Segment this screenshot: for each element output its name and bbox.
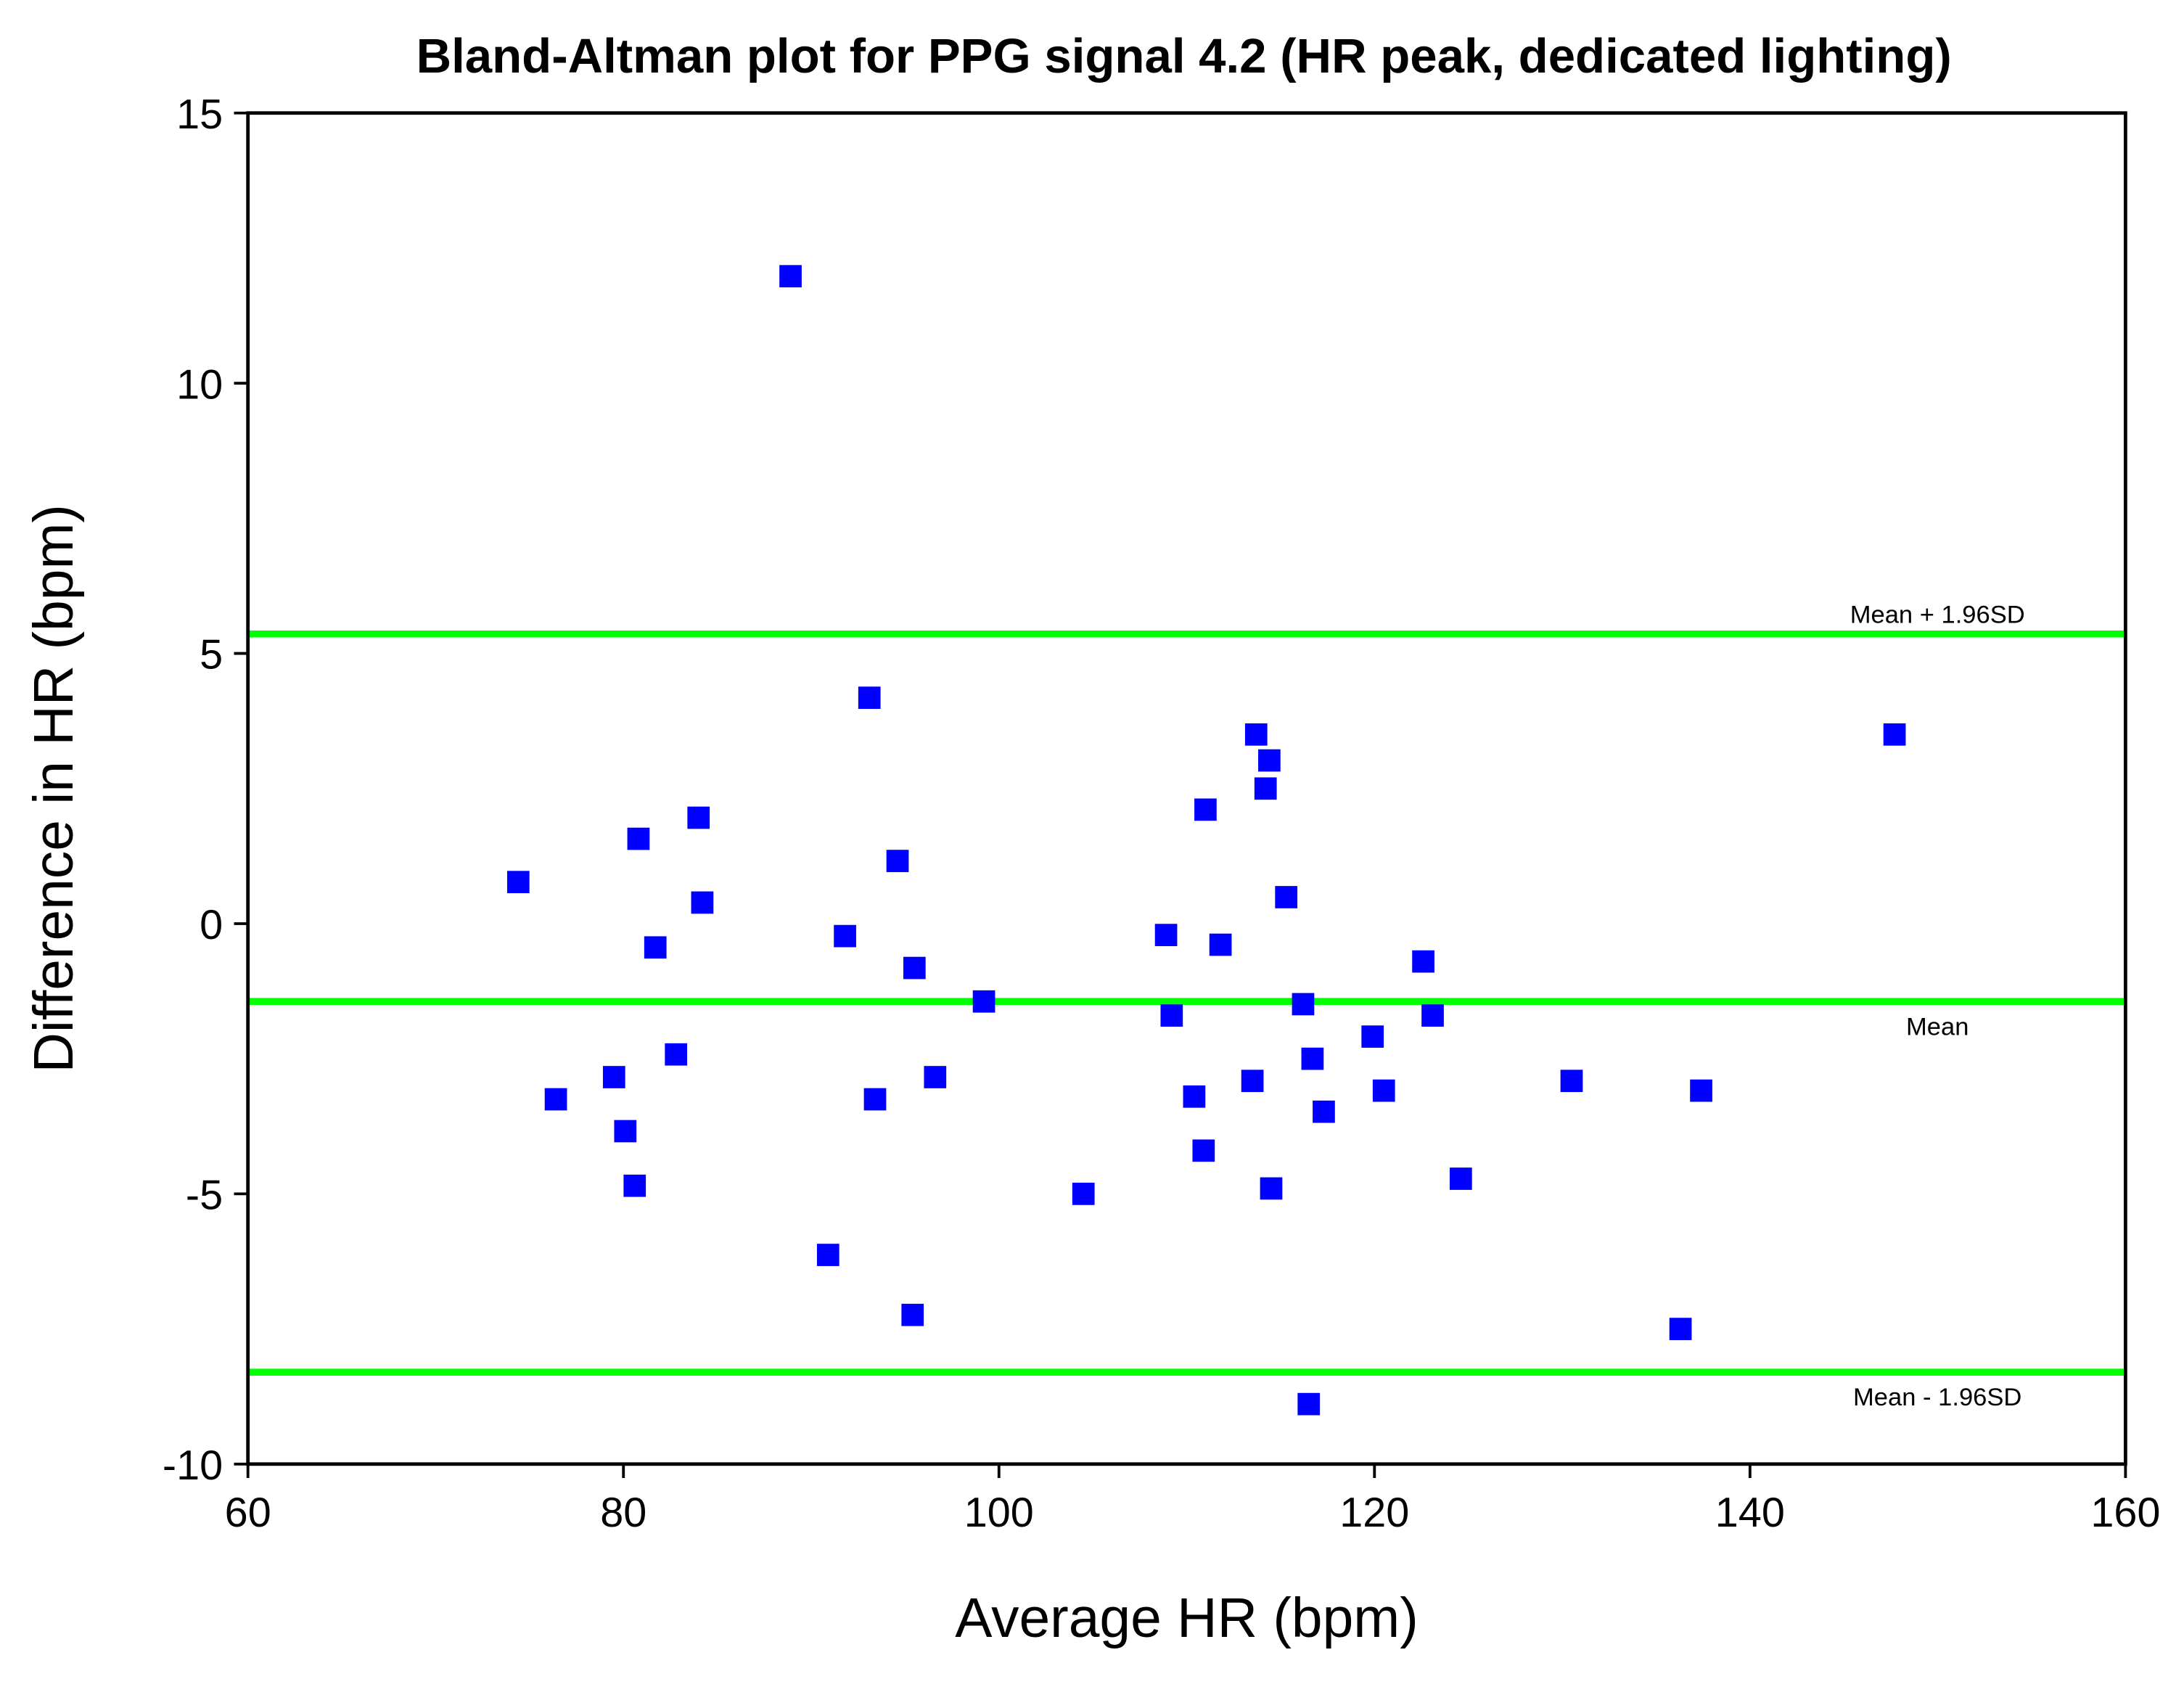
data-point [665, 1043, 688, 1066]
y-tick-label: -5 [186, 1173, 223, 1219]
data-point [506, 871, 530, 893]
data-point [623, 1174, 646, 1197]
data-point [1183, 1085, 1206, 1108]
y-tick-label: 5 [200, 632, 223, 678]
x-tick-label: 140 [1715, 1490, 1785, 1536]
x-tick-label: 160 [2090, 1490, 2160, 1536]
x-axis-label: Average HR (bpm) [955, 1587, 1419, 1649]
x-tick-label: 120 [1339, 1490, 1409, 1536]
x-tick-label: 80 [600, 1490, 646, 1536]
data-point [1260, 1177, 1283, 1200]
data-point [644, 936, 667, 959]
data-point [1883, 723, 1906, 746]
y-tick-label: 10 [176, 361, 223, 408]
y-tick-label: 0 [200, 902, 223, 948]
data-point [1361, 1025, 1384, 1048]
data-point [1258, 749, 1281, 772]
data-point [863, 1088, 887, 1111]
data-point [602, 1066, 625, 1088]
data-point [1254, 777, 1277, 800]
plot-frame [246, 111, 2127, 1466]
data-point [1301, 1047, 1324, 1070]
data-point [687, 806, 710, 829]
data-point [691, 891, 714, 914]
data-point [1192, 1139, 1215, 1162]
data-point [1412, 950, 1434, 973]
data-point [1421, 1004, 1444, 1027]
data-point [886, 850, 909, 872]
data-point [1292, 993, 1315, 1016]
y-tick-label: -10 [163, 1442, 223, 1489]
data-point [1560, 1069, 1583, 1093]
data-point [924, 1066, 947, 1088]
data-point [1449, 1167, 1472, 1190]
data-point [972, 990, 995, 1013]
data-point [1160, 1004, 1183, 1027]
chart-title: Bland-Altman plot for PPG signal 4.2 (HR… [416, 29, 1952, 83]
data-point [1194, 798, 1217, 821]
x-tick-label: 100 [964, 1490, 1034, 1536]
y-axis-label: Difference in HR (bpm) [22, 504, 85, 1073]
data-point [1154, 924, 1178, 946]
data-point [816, 1244, 839, 1266]
data-point [1072, 1183, 1095, 1205]
data-point [901, 1303, 924, 1326]
reference-line-label: Mean [1906, 1013, 1969, 1040]
reference-line-label: Mean + 1.96SD [1850, 601, 2025, 628]
y-tick-label: 15 [176, 91, 223, 138]
data-point [544, 1088, 567, 1111]
data-point [1275, 886, 1298, 908]
data-point [779, 265, 802, 288]
data-point [1241, 1069, 1264, 1093]
data-point [903, 956, 926, 980]
data-point [1297, 1392, 1321, 1416]
data-point [614, 1120, 637, 1143]
data-point [858, 686, 881, 710]
data-point [1313, 1100, 1335, 1123]
data-point [834, 924, 856, 948]
x-tick-label: 60 [225, 1490, 271, 1536]
data-point [1209, 933, 1232, 956]
data-point [1669, 1318, 1692, 1340]
data-point [1372, 1079, 1395, 1102]
data-point [627, 827, 650, 850]
data-point [1690, 1079, 1712, 1102]
data-point [1244, 723, 1268, 746]
reference-line-label: Mean - 1.96SD [1853, 1384, 2021, 1411]
